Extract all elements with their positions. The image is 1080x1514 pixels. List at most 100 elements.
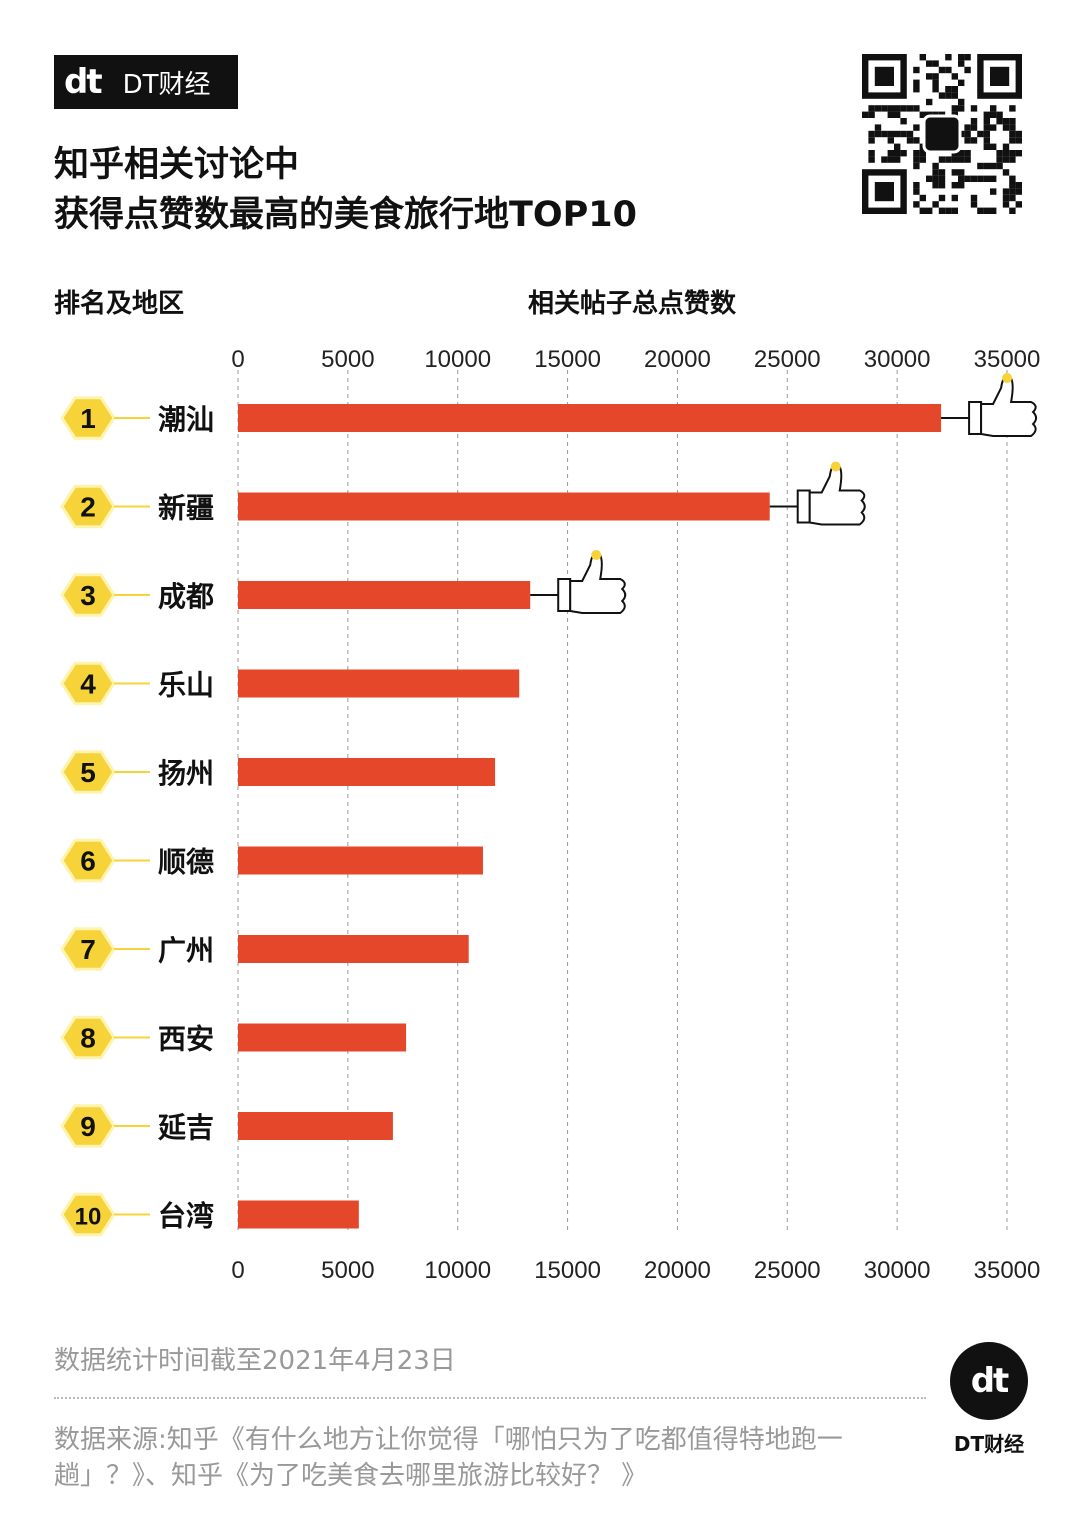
- thumb-cuff: [796, 489, 811, 524]
- qr-module: [913, 137, 920, 144]
- rank-badge: [60, 484, 116, 529]
- rank-region-header: 排名及地区: [54, 289, 185, 319]
- qr-module: [964, 124, 971, 131]
- bar: [238, 1112, 393, 1140]
- rank-number: 7: [80, 934, 96, 965]
- qr-module: [913, 162, 920, 170]
- divider: [54, 1397, 926, 1399]
- tick-label-bottom: 0: [231, 1257, 244, 1284]
- qr-module: [996, 156, 1003, 163]
- thumb-cuff: [968, 401, 983, 435]
- qr-module: [887, 156, 894, 163]
- qr-module: [958, 60, 965, 67]
- category-label: 广州: [158, 934, 214, 967]
- category-label: 延吉: [157, 1111, 214, 1144]
- qr-module: [913, 201, 920, 208]
- qr-module: [990, 207, 997, 214]
- rank-number: 5: [80, 757, 96, 788]
- qr-module: [951, 182, 958, 189]
- qr-module: [1002, 201, 1010, 208]
- bar: [238, 1200, 359, 1229]
- qr-module: [951, 207, 958, 214]
- qr-module: [977, 130, 984, 138]
- qr-module: [913, 86, 920, 93]
- qr-module: [900, 150, 907, 157]
- tick-label-top: 30000: [864, 346, 931, 373]
- category-label: 台湾: [158, 1200, 214, 1233]
- bar: [238, 758, 496, 786]
- qr-module: [951, 86, 958, 93]
- qr-module: [913, 79, 920, 86]
- thumb-highlight: [591, 550, 602, 560]
- qr-module: [964, 66, 971, 74]
- qr-module: [983, 143, 990, 150]
- qr-module: [906, 105, 914, 112]
- qr-module: [945, 66, 952, 74]
- rank-badge: [60, 1104, 116, 1148]
- qr-module: [868, 130, 875, 138]
- qr-module: [983, 162, 990, 170]
- qr-module: [945, 156, 952, 163]
- qr-module: [862, 111, 869, 118]
- qr-module: [958, 150, 965, 157]
- bar: [238, 581, 531, 609]
- tick-label-top: 35000: [974, 346, 1041, 373]
- qr-module: [874, 130, 882, 138]
- qr-module: [996, 118, 1003, 125]
- qr-module: [970, 175, 978, 182]
- qr-module: [983, 207, 990, 214]
- rank-number: 3: [80, 580, 96, 611]
- qr-module: [868, 105, 875, 112]
- qr-module: [938, 194, 946, 202]
- qr-module: [1009, 105, 1016, 112]
- qr-module: [964, 54, 971, 61]
- qr-finder-inner: [874, 66, 894, 86]
- thumb-highlight: [1002, 373, 1013, 383]
- qr-module: [1002, 150, 1010, 157]
- qr-module: [894, 130, 901, 138]
- qr-module: [926, 60, 933, 67]
- qr-module: [881, 105, 888, 112]
- qr-module: [919, 54, 926, 61]
- tick-label-top: 25000: [754, 346, 821, 373]
- qr-module: [964, 150, 971, 157]
- qr-module: [996, 111, 1003, 118]
- qr-module: [932, 60, 939, 67]
- qr-module: [887, 105, 894, 112]
- brand-badge: dt DT财经: [950, 1342, 1028, 1457]
- bar-chart: 0 0 5000 5000 10000 10000 15000 15000 20000 20000…: [60, 346, 1041, 1284]
- qr-module: [1009, 130, 1016, 138]
- qr-module: [958, 54, 965, 61]
- qr-module: [945, 86, 952, 93]
- qr-module: [894, 150, 901, 157]
- qr-module: [913, 66, 920, 74]
- footnote-source: 数据来源:知乎《有什么地方让你觉得「哪怕只为了吃都值得特地跑一 趟」？》、知乎《…: [54, 1422, 843, 1494]
- qr-module: [951, 92, 958, 99]
- qr-module: [990, 188, 997, 195]
- tick-label-bottom: 10000: [424, 1257, 491, 1284]
- qr-module: [868, 156, 875, 163]
- thumbs-up-icon: [569, 551, 627, 614]
- qr-module: [1009, 194, 1016, 202]
- logo-mark: dt: [64, 62, 103, 102]
- qr-module: [1002, 156, 1010, 163]
- qr-module: [970, 137, 978, 144]
- qr-module: [964, 130, 971, 138]
- qr-module: [1009, 175, 1016, 182]
- qr-module: [887, 137, 894, 144]
- qr-module: [932, 86, 939, 93]
- qr-module: [951, 105, 958, 112]
- qr-module: [1015, 182, 1022, 189]
- qr-module: [958, 169, 965, 176]
- rank-number: 9: [80, 1111, 96, 1142]
- rank-number: 6: [80, 846, 96, 877]
- qr-finder-inner: [874, 182, 894, 202]
- brand-name: DT财经: [953, 1432, 1025, 1456]
- thumb-highlight: [830, 461, 841, 472]
- qr-module: [919, 194, 926, 202]
- qr-module: [913, 150, 920, 157]
- qr-module: [1015, 188, 1022, 195]
- qr-module: [958, 156, 965, 163]
- qr-module: [938, 92, 946, 99]
- qr-module: [964, 137, 971, 144]
